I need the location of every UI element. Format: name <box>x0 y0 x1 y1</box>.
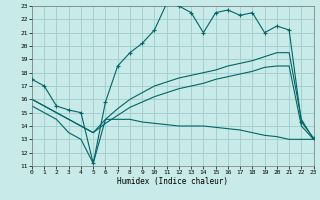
X-axis label: Humidex (Indice chaleur): Humidex (Indice chaleur) <box>117 177 228 186</box>
